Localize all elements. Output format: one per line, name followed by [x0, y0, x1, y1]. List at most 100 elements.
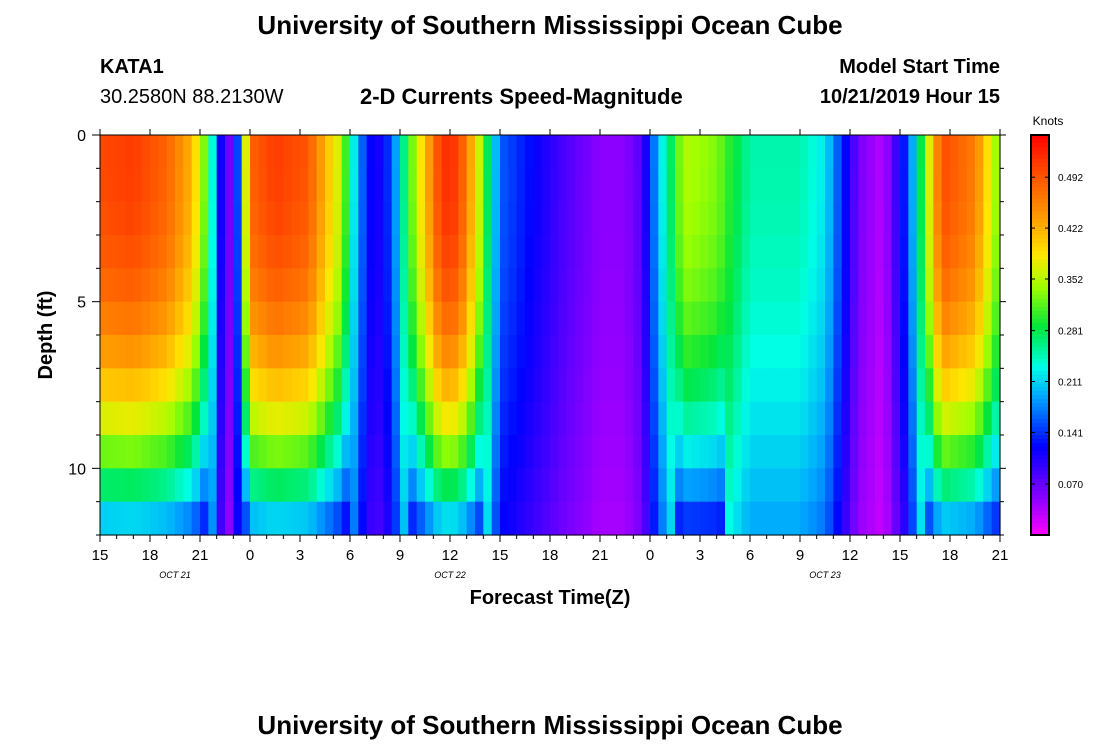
heatmap-cell [391, 501, 401, 536]
heatmap-cell [241, 335, 251, 369]
heatmap-cell [175, 468, 184, 503]
colorbar-tick-label: 0.141 [1058, 428, 1083, 439]
heatmap-cell [483, 235, 493, 269]
heatmap-cell [141, 235, 151, 269]
heatmap-cell [708, 335, 718, 369]
colorbar-step [1031, 351, 1049, 356]
heatmap-cell [825, 235, 834, 269]
x-tick-label: 18 [142, 547, 159, 564]
heatmap-cell [591, 401, 601, 436]
heatmap-cell [166, 335, 176, 369]
heatmap-cell [841, 335, 851, 369]
heatmap-cell [133, 401, 143, 436]
heatmap-cell [208, 168, 218, 203]
heatmap-cell [941, 335, 951, 369]
heatmap-cell [191, 201, 201, 236]
heatmap-cell [583, 201, 593, 236]
heatmap-cell [341, 368, 351, 403]
heatmap-cell [675, 135, 684, 169]
heatmap-cell [866, 301, 876, 336]
heatmap-cell [375, 235, 384, 269]
heatmap-cell [316, 168, 326, 203]
heatmap-cell [666, 501, 676, 536]
heatmap-cell [583, 235, 593, 269]
heatmap-cell [575, 201, 584, 236]
heatmap-cell [816, 301, 826, 336]
heatmap-cell [983, 235, 993, 269]
x-tick-label: 3 [296, 547, 304, 564]
heatmap-cell [700, 168, 709, 203]
heatmap-cell [991, 368, 1001, 403]
heatmap-cell [908, 435, 918, 469]
heatmap-cell [691, 335, 701, 369]
heatmap-cell [741, 168, 751, 203]
heatmap-cell [316, 501, 326, 536]
heatmap-cell [500, 235, 509, 269]
heatmap-cell [133, 335, 143, 369]
heatmap-cell [833, 501, 843, 536]
heatmap-cell [650, 201, 659, 236]
heatmap-cell [566, 301, 576, 336]
heatmap-cell [783, 401, 793, 436]
heatmap-cell [708, 368, 718, 403]
heatmap-cell [808, 501, 818, 536]
heatmap-cell [641, 135, 651, 169]
heatmap-cell [441, 201, 451, 236]
heatmap-cell [625, 435, 634, 469]
heatmap-cell [100, 168, 109, 203]
heatmap-cell [933, 201, 943, 236]
heatmap-cell [925, 335, 934, 369]
colorbar-step [1031, 243, 1049, 248]
heatmap-cell [116, 401, 126, 436]
heatmap-cell [700, 368, 709, 403]
heatmap-cell [183, 335, 193, 369]
heatmap-cell [141, 168, 151, 203]
heatmap-cell [666, 201, 676, 236]
heatmap-cell [833, 368, 843, 403]
heatmap-cell [375, 335, 384, 369]
heatmap-cell [933, 235, 943, 269]
heatmap-cell [358, 235, 368, 269]
colorbar-step [1031, 135, 1049, 140]
heatmap-cell [525, 168, 534, 203]
x-axis-label: Forecast Time(Z) [470, 587, 631, 609]
heatmap-cell [400, 401, 409, 436]
heatmap-cell [875, 468, 884, 503]
heatmap-cell [833, 201, 843, 236]
heatmap-cell [258, 201, 268, 236]
heatmap-cell [433, 501, 443, 536]
heatmap-cell [366, 435, 376, 469]
heatmap-cell [158, 135, 168, 169]
heatmap-cell [300, 401, 309, 436]
heatmap-cell [158, 168, 168, 203]
heatmap-cell [925, 168, 934, 203]
heatmap-cell [916, 335, 926, 369]
heatmap-cell [925, 201, 934, 236]
heatmap-cell [858, 401, 868, 436]
heatmap-cell [308, 468, 318, 503]
colorbar-step [1031, 443, 1049, 448]
heatmap-cell [883, 368, 893, 403]
heatmap-cell [925, 401, 934, 436]
heatmap-cell [100, 135, 109, 169]
heatmap-cell [450, 235, 459, 269]
colorbar-step [1031, 283, 1049, 288]
heatmap-cell [441, 435, 451, 469]
colorbar-step [1031, 359, 1049, 364]
colorbar-step [1031, 375, 1049, 380]
heatmap-cell [891, 135, 901, 169]
heatmap-cell [758, 268, 768, 303]
heatmap-cell [316, 401, 326, 436]
colorbar-step [1031, 171, 1049, 176]
heatmap-cell [125, 168, 134, 203]
heatmap-cell [941, 501, 951, 536]
heatmap-cell [283, 268, 293, 303]
heatmap-cell [708, 135, 718, 169]
heatmap-cell [983, 435, 993, 469]
heatmap-cell [533, 301, 543, 336]
heatmap-cell [425, 335, 434, 369]
heatmap-cell [525, 401, 534, 436]
heatmap-cell [291, 368, 301, 403]
heatmap-cell [608, 335, 618, 369]
heatmap-cell [725, 268, 734, 303]
